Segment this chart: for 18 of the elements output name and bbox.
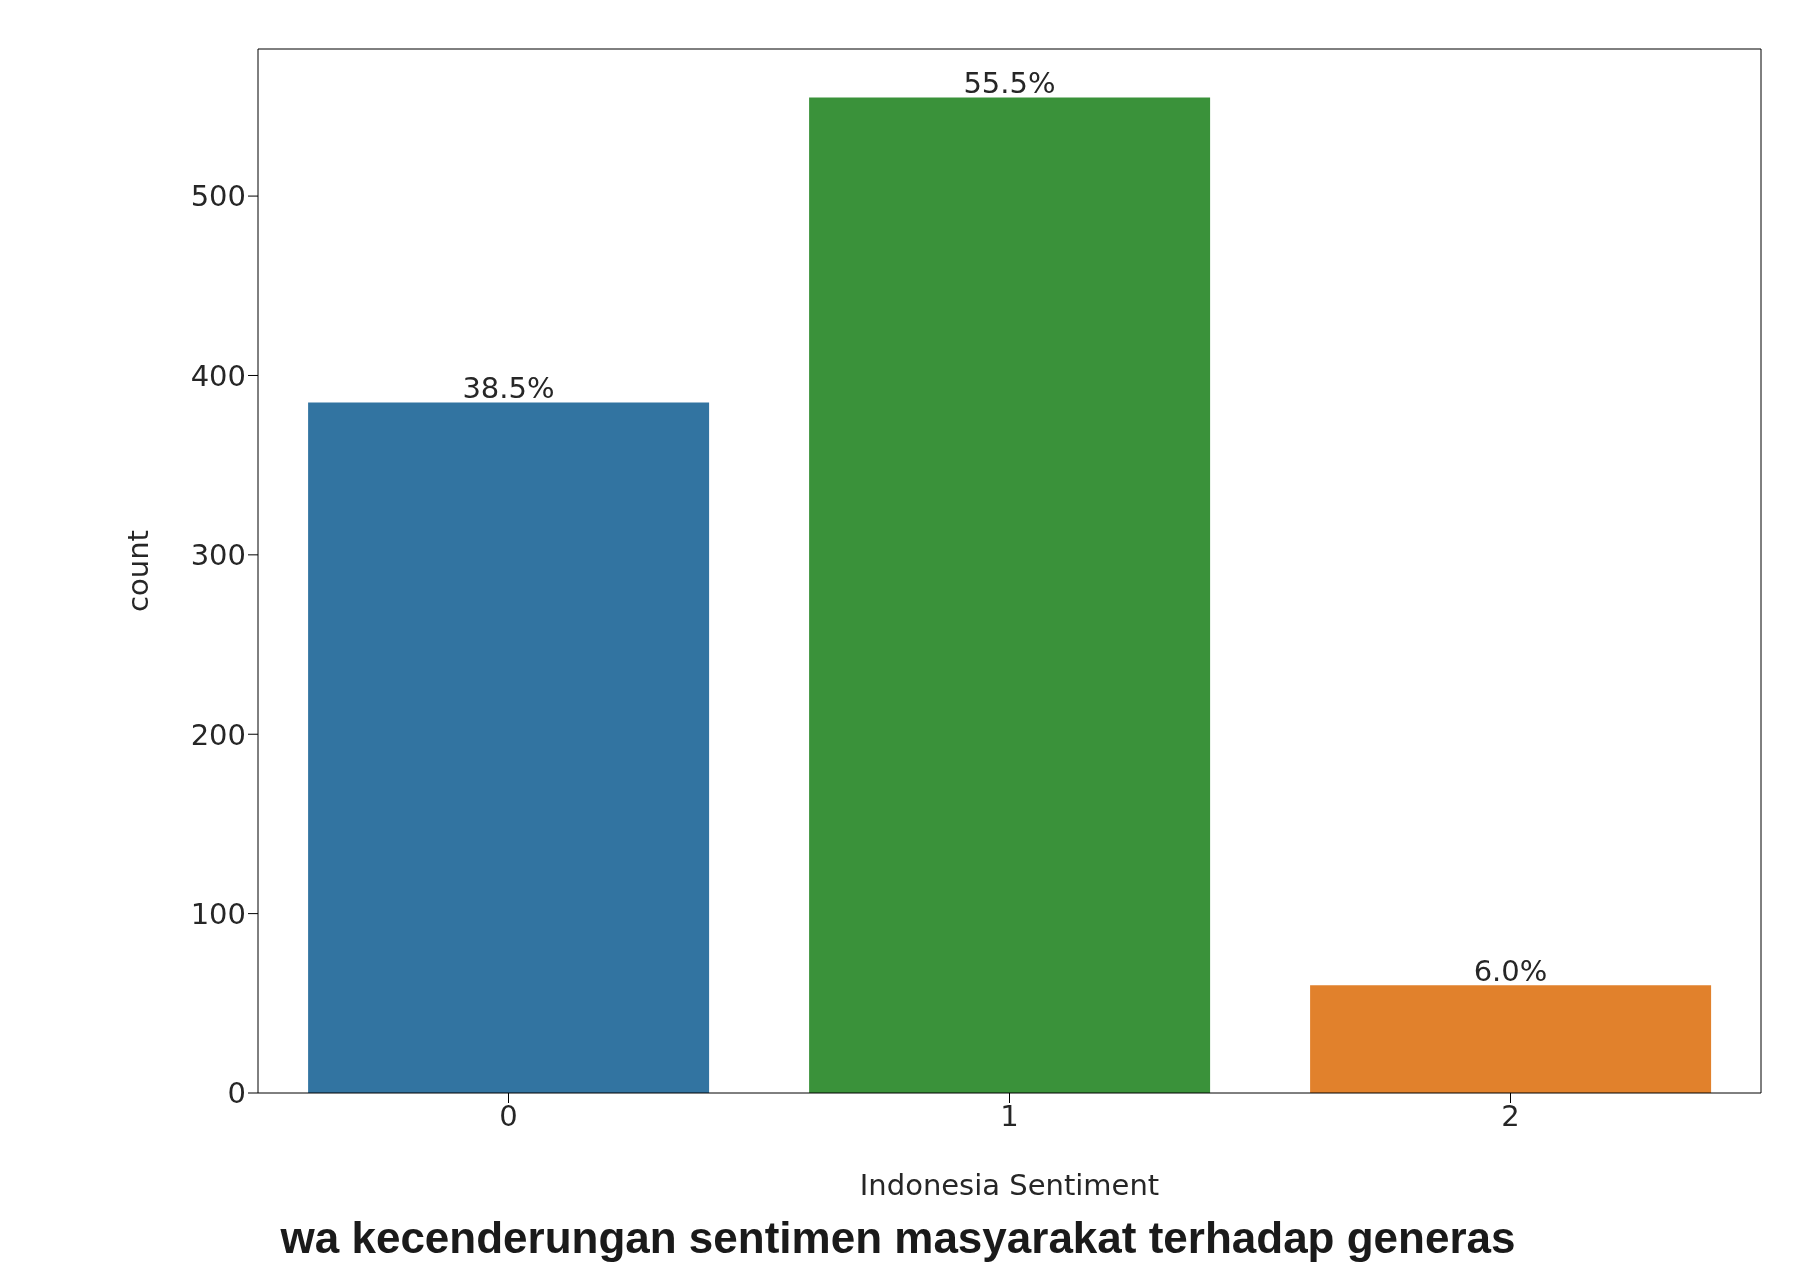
y-tick-label: 100 xyxy=(190,896,246,931)
text: wa kecenderungan sentimen masyarakat terhadap generas xyxy=(279,1213,1517,1263)
bar xyxy=(308,402,710,1093)
bar xyxy=(809,97,1211,1093)
x-tick-label: 0 xyxy=(499,1098,518,1133)
annotation: 38.5% xyxy=(462,371,555,406)
annotation: 6.0% xyxy=(1473,954,1548,989)
y-axis-title: count xyxy=(121,530,156,612)
y-tick-label: 0 xyxy=(227,1076,246,1111)
annotation: 55.5% xyxy=(963,66,1056,101)
bar xyxy=(1310,985,1712,1093)
x-tick-label: 1 xyxy=(1000,1098,1019,1133)
x-axis-title: Indonesia Sentiment xyxy=(859,1168,1160,1202)
y-tick-label: 200 xyxy=(190,717,246,752)
y-tick-label: 400 xyxy=(190,358,246,393)
x-tick-label: 2 xyxy=(1501,1098,1520,1133)
y-tick-label: 500 xyxy=(190,179,246,214)
y-tick-label: 300 xyxy=(190,538,246,573)
